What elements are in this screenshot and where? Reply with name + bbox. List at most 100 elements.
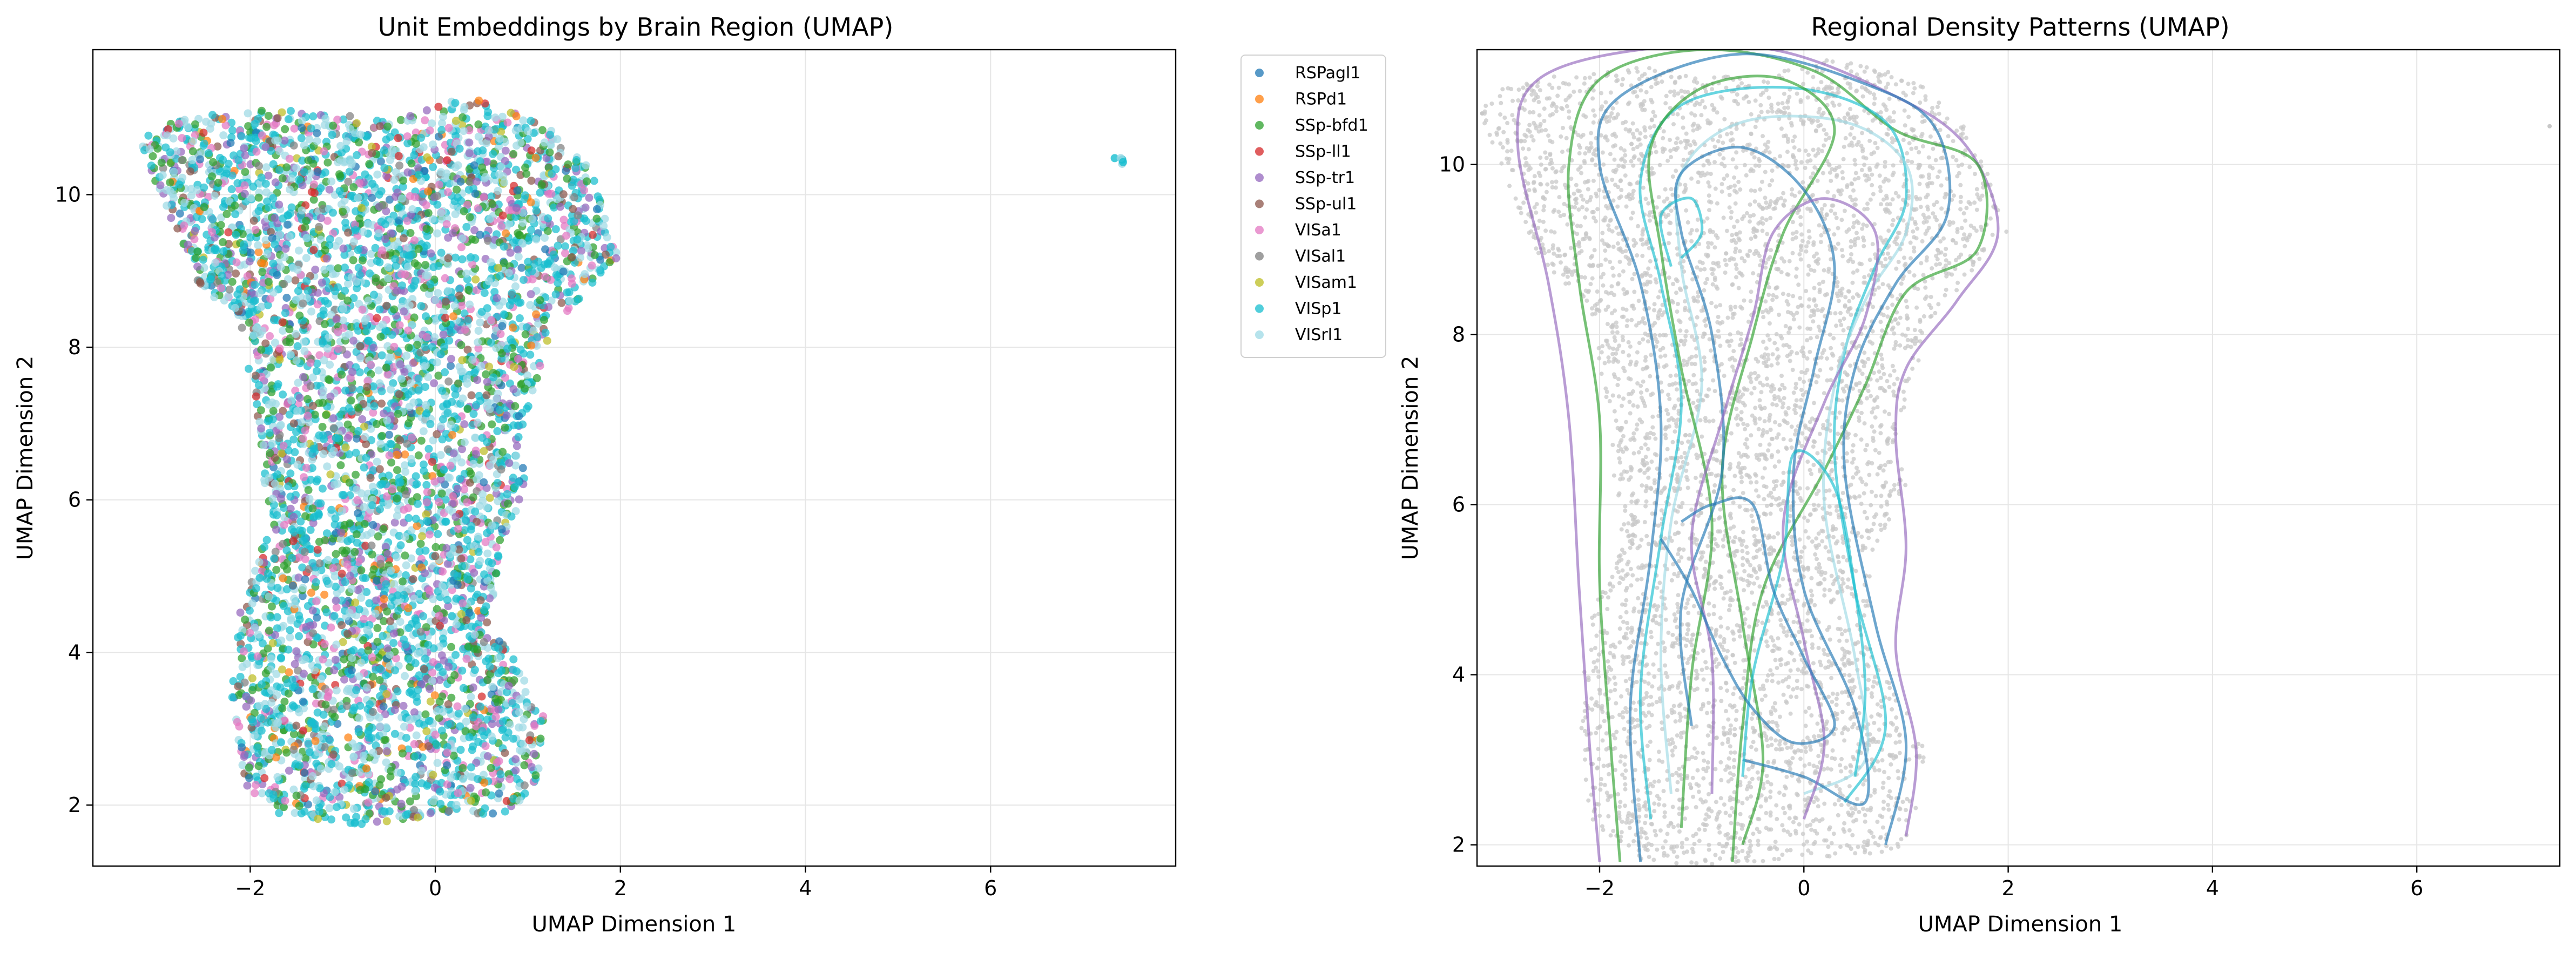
- scatter-point-SSp-ll1: [199, 129, 208, 137]
- scatter-point-SSp-tr1: [271, 214, 279, 222]
- scatter-point-VISa1: [501, 374, 510, 382]
- scatter-point-VISp1: [498, 717, 507, 726]
- scatter-point-VISrl1: [311, 666, 319, 674]
- scatter-point-VISrl1: [480, 770, 488, 779]
- scatter-point-SSp-ul1: [441, 298, 450, 306]
- scatter-point-VISrl1: [441, 590, 450, 598]
- scatter-point-VISa1: [568, 279, 576, 288]
- scatter-point-VISp1: [393, 687, 402, 695]
- scatter-point-VISrl1: [434, 289, 442, 298]
- scatter-point-VISp1: [405, 688, 414, 697]
- scatter-point-VISp1: [240, 240, 248, 249]
- scatter-point-VISa1: [493, 758, 501, 767]
- scatter-point-SSp-tr1: [271, 631, 279, 639]
- scatter-point-VISp1: [381, 671, 390, 680]
- scatter-point-VISrl1: [498, 172, 507, 180]
- scatter-point-VISal1: [315, 559, 324, 567]
- scatter-point-VISrl1: [325, 804, 334, 813]
- scatter-point-VISrl1: [280, 253, 289, 261]
- scatter-point-SSp-ll1: [313, 545, 322, 554]
- scatter-point-SSp-bfd1: [280, 698, 289, 706]
- scatter-point-VISa1: [253, 652, 262, 661]
- scatter-point-VISrl1: [401, 532, 409, 541]
- scatter-point-VISp1: [424, 444, 433, 453]
- scatter-point-VISrl1: [170, 167, 178, 176]
- scatter-point-VISa1: [481, 742, 490, 751]
- scatter-point-VISp1: [331, 514, 340, 523]
- scatter-point-VISp1: [530, 260, 538, 268]
- scatter-point-VISp1: [443, 743, 451, 752]
- scatter-point-SSp-bfd1: [375, 676, 384, 684]
- scatter-point-VISp1: [398, 281, 406, 290]
- scatter-point-VISp1: [454, 709, 463, 718]
- scatter-point-VISal1: [344, 178, 353, 186]
- scatter-point-SSp-tr1: [422, 106, 431, 114]
- scatter-point-SSp-bfd1: [464, 286, 473, 294]
- scatter-point-VISam1: [451, 117, 460, 125]
- scatter-point-VISrl1: [404, 262, 413, 271]
- scatter-point-VISp1: [332, 583, 340, 591]
- scatter-point-VISrl1: [354, 194, 362, 202]
- scatter-point-VISp1: [257, 726, 266, 735]
- scatter-point-VISrl1: [477, 362, 485, 370]
- scatter-point-SSp-bfd1: [458, 764, 467, 772]
- scatter-point-VISrl1: [385, 353, 393, 362]
- scatter-point-VISp1: [277, 654, 286, 663]
- scatter-point-VISp1: [433, 200, 442, 209]
- scatter-point-SSp-tr1: [389, 629, 398, 638]
- scatter-point-VISp1: [377, 387, 386, 396]
- scatter-point-VISrl1: [471, 434, 480, 442]
- scatter-point-SSp-tr1: [440, 656, 448, 665]
- scatter-point-SSp-bfd1: [387, 458, 395, 467]
- scatter-point-VISrl1: [178, 173, 187, 182]
- scatter-point-VISrl1: [393, 553, 401, 562]
- scatter-point-VISrl1: [367, 249, 376, 258]
- scatter-point-VISp1: [435, 663, 443, 671]
- scatter-point-VISrl1: [294, 379, 302, 387]
- scatter-point-VISp1: [455, 144, 464, 153]
- scatter-point-VISp1: [441, 368, 449, 376]
- scatter-point-VISa1: [403, 132, 412, 141]
- scatter-point-VISp1: [442, 430, 450, 438]
- scatter-point-VISa1: [320, 147, 328, 156]
- scatter-point-VISrl1: [312, 796, 321, 805]
- scatter-point-SSp-bfd1: [491, 569, 500, 578]
- scatter-point-VISp1: [423, 781, 431, 790]
- scatter-point-VISp1: [571, 164, 580, 172]
- scatter-point-VISrl1: [384, 263, 392, 272]
- scatter-point-VISp1: [315, 784, 324, 793]
- scatter-point-VISrl1: [225, 197, 234, 205]
- scatter-point-VISp1: [273, 584, 282, 592]
- scatter-point-VISp1: [483, 438, 491, 447]
- scatter-point-VISp1: [330, 612, 339, 620]
- scatter-point-VISrl1: [327, 310, 335, 319]
- scatter-point-VISal1: [289, 746, 298, 754]
- scatter-point-VISrl1: [246, 194, 255, 202]
- scatter-point-SSp-ll1: [394, 152, 403, 160]
- scatter-point-VISp1: [306, 525, 315, 534]
- scatter-point-SSp-bfd1: [318, 423, 327, 431]
- scatter-point-SSp-tr1: [473, 376, 482, 384]
- scatter-point-VISa1: [401, 270, 409, 279]
- scatter-point-VISp1: [380, 164, 389, 172]
- scatter-point-VISrl1: [231, 303, 239, 312]
- scatter-point-VISal1: [346, 112, 354, 120]
- scatter-point-VISa1: [251, 789, 259, 797]
- scatter-point-VISrl1: [327, 177, 336, 186]
- scatter-point-VISa1: [240, 181, 249, 190]
- scatter-point-VISa1: [443, 780, 451, 789]
- scatter-point-VISp1: [215, 167, 224, 175]
- scatter-point-SSp-tr1: [272, 525, 280, 534]
- scatter-point-VISrl1: [317, 691, 326, 700]
- scatter-point-VISrl1: [476, 557, 484, 565]
- scatter-point-SSp-bfd1: [399, 749, 407, 758]
- scatter-point-SSp-ll1: [260, 774, 269, 782]
- scatter-point-SSp-bfd1: [332, 550, 340, 558]
- scatter-point-SSp-ul1: [482, 391, 491, 400]
- scatter-point-SSp-tr1: [403, 168, 412, 177]
- scatter-point-VISp1: [237, 632, 245, 640]
- scatter-point-VISrl1: [599, 221, 608, 230]
- scatter-point-VISp1: [354, 728, 363, 736]
- scatter-point-SSp-bfd1: [321, 536, 329, 545]
- scatter-point-VISa1: [266, 294, 275, 303]
